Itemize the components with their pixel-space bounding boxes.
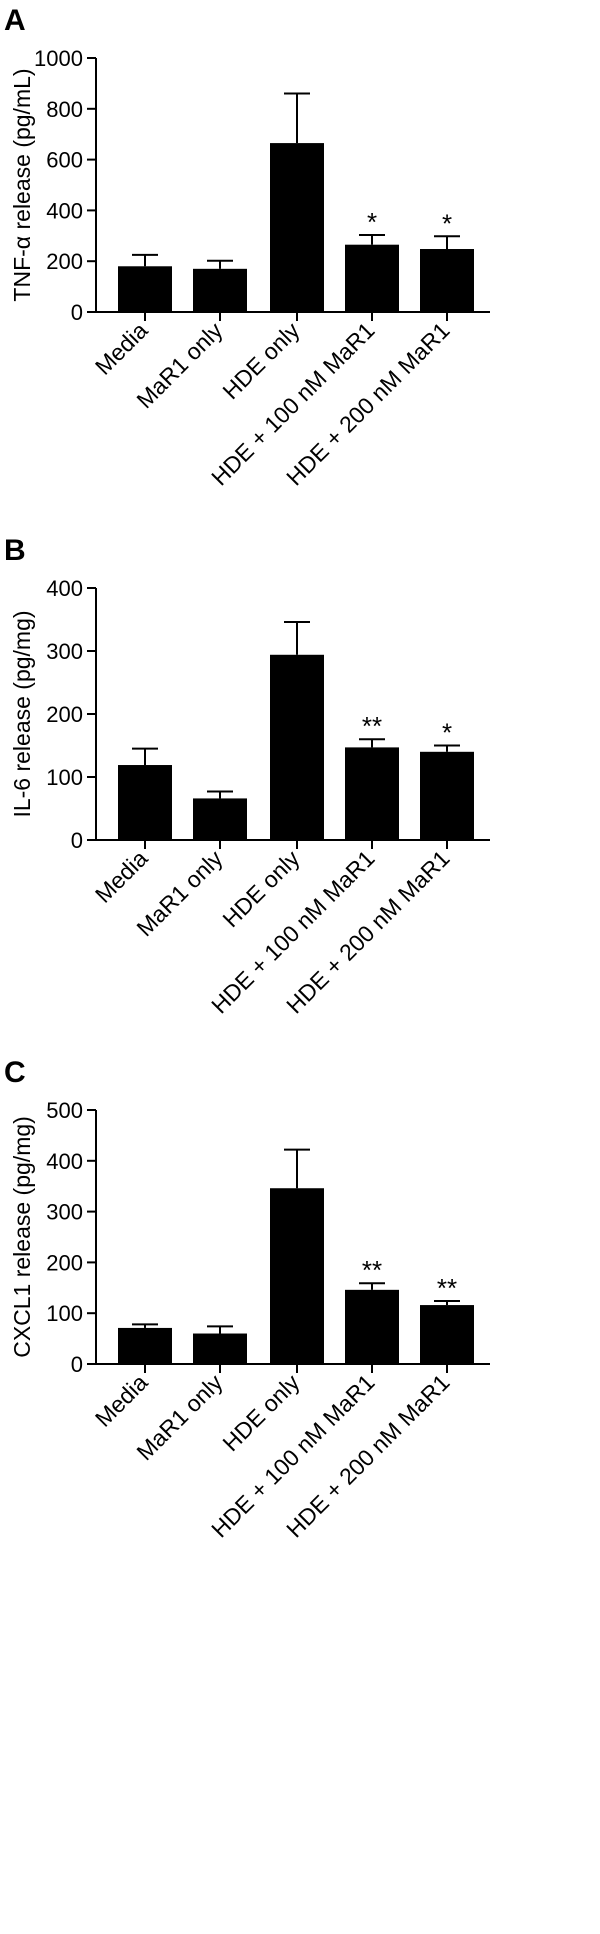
significance-marker: ** [362,1255,382,1285]
panel-letter: B [4,534,26,567]
panel-letter: A [4,4,26,37]
bar [270,143,324,312]
panel-letter: C [4,1056,26,1089]
significance-marker: * [367,207,377,237]
bar [270,654,324,840]
y-axis-label: CXCL1 release (pg/mg) [9,1116,35,1358]
y-tick-label: 400 [46,576,83,601]
y-tick-label: 100 [46,1301,83,1326]
chart-panel-c: C CXCL1 release (pg/mg) 0 100 200 300 400 500 Me… [4,1056,490,1543]
y-axis-label: TNF-α release (pg/mL) [9,68,35,301]
y-tick-label: 0 [71,1352,83,1377]
y-tick-label: 300 [46,1200,83,1225]
bar [193,268,247,312]
y-tick-label: 300 [46,639,83,664]
y-tick-label: 100 [46,765,83,790]
bar [345,747,399,840]
bar [345,244,399,312]
bar [118,1327,172,1364]
y-tick-label: 500 [46,1098,83,1123]
y-tick-label: 800 [46,97,83,122]
chart-panel-b: BIL-6 release (pg/mg)0100200300400MediaM… [4,534,490,1019]
bar [420,751,474,840]
y-tick-label: 400 [46,1149,83,1174]
bar [345,1289,399,1364]
y-tick-label: 400 [46,198,83,223]
bar [420,1305,474,1364]
x-tick-label: Media [90,1369,153,1432]
significance-marker: ** [437,1273,457,1303]
y-tick-label: 600 [46,148,83,173]
bar [193,1333,247,1364]
y-tick-label: 200 [46,702,83,727]
bar [118,266,172,312]
chart-panel-a: A TNF-α release (pg/mL) 0 200 400 600 800 1000 M… [4,4,490,491]
significance-marker: * [442,208,452,238]
bar [270,1188,324,1364]
y-tick-label: 1000 [34,46,83,71]
x-tick-label: Media [90,845,153,908]
y-axis-label: IL-6 release (pg/mg) [9,610,35,817]
y-tick-label: 0 [71,300,83,325]
x-tick-label: Media [90,317,153,380]
y-tick-label: 200 [46,1250,83,1275]
significance-marker: ** [362,711,382,741]
y-tick-label: 200 [46,249,83,274]
y-tick-label: 0 [71,828,83,853]
bar [193,798,247,840]
significance-marker: * [442,718,452,748]
bar [118,765,172,840]
bar [420,249,474,312]
